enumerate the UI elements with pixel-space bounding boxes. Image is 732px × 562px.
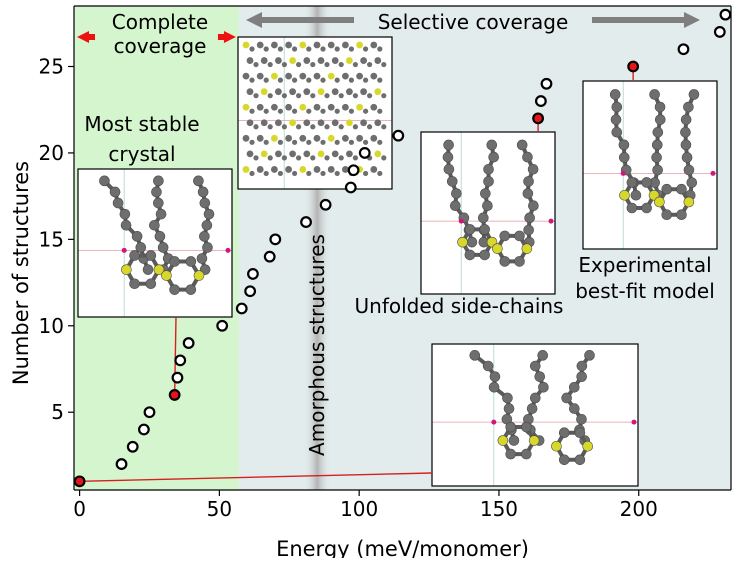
data-point (137, 423, 150, 436)
inset-background (583, 81, 717, 249)
y-tick-label: 5 (51, 400, 64, 424)
complete-coverage-label: Complete coverage (112, 10, 208, 58)
amorphous-label: Amorphous structures (305, 234, 329, 456)
inset-lattice (237, 36, 393, 190)
data-point (534, 95, 547, 107)
data-point (300, 216, 312, 228)
red-arrow-left-icon (77, 31, 95, 43)
selective-coverage-label: Selective coverage (378, 10, 569, 34)
data-point (244, 285, 257, 298)
x-tick-label: 50 (207, 497, 232, 521)
inset-background (421, 132, 555, 294)
data-point-highlighted (532, 112, 544, 125)
data-point (182, 337, 195, 349)
x-tick-label: 150 (480, 497, 518, 521)
data-point (319, 198, 332, 211)
data-point (358, 147, 371, 159)
gray-arrow-right-icon (592, 12, 700, 28)
inset-experimental (582, 80, 718, 250)
data-point (235, 302, 248, 315)
data-point (392, 129, 405, 142)
data-point-highlighted (627, 60, 640, 73)
data-point (263, 250, 276, 263)
connector-line (79, 472, 433, 483)
data-point (719, 8, 732, 21)
data-point (677, 43, 690, 56)
data-point (540, 77, 553, 90)
data-point (713, 26, 726, 38)
y-tick-label: 10 (39, 314, 64, 338)
inset-low-energy (431, 343, 639, 487)
unfolded-label: Unfolded side-chains (355, 294, 564, 318)
data-point (171, 371, 184, 384)
y-tick-label: 15 (39, 227, 64, 251)
data-point (174, 354, 187, 367)
data-point-highlighted (168, 389, 181, 401)
data-point (216, 319, 229, 332)
inset-unfolded (420, 131, 556, 295)
y-axis-label: Number of structures (9, 161, 33, 385)
data-point (347, 164, 360, 177)
inset-most-stable (77, 168, 233, 318)
gray-arrow-left-icon (246, 12, 354, 28)
y-tick-label: 20 (39, 141, 64, 165)
data-point (115, 458, 128, 470)
data-point (269, 233, 282, 246)
data-point (344, 181, 357, 194)
experimental-label: Experimental best-fit model (575, 253, 715, 303)
most-stable-label: Most stable crystal (84, 112, 199, 166)
data-point (143, 406, 156, 419)
red-arrow-right-icon (217, 31, 236, 43)
x-tick-label: 0 (73, 497, 86, 521)
x-tick-label: 100 (340, 497, 378, 521)
y-tick-label: 25 (39, 55, 64, 79)
x-axis-label: Energy (meV/monomer) (276, 537, 529, 558)
data-point-highlighted (73, 475, 86, 488)
data-point (247, 268, 259, 280)
x-tick-label: 200 (620, 497, 658, 521)
data-point (126, 440, 139, 453)
